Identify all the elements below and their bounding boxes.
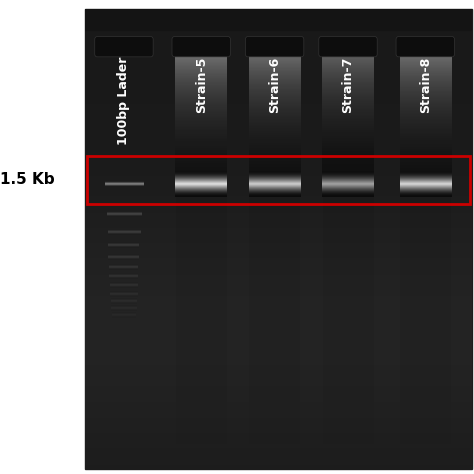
Text: Strain-8: Strain-8 [419,56,432,113]
Text: Strain-5: Strain-5 [195,56,208,113]
FancyBboxPatch shape [396,36,455,57]
FancyBboxPatch shape [319,36,377,57]
Text: Strain-6: Strain-6 [268,56,281,113]
Bar [87,155,470,204]
FancyBboxPatch shape [172,36,230,57]
Bar [85,9,472,30]
Text: Strain-7: Strain-7 [341,56,355,113]
Text: 100bp Lader: 100bp Lader [118,56,130,145]
FancyBboxPatch shape [95,36,153,57]
Text: 1.5 Kb: 1.5 Kb [0,173,55,187]
FancyBboxPatch shape [246,36,304,57]
